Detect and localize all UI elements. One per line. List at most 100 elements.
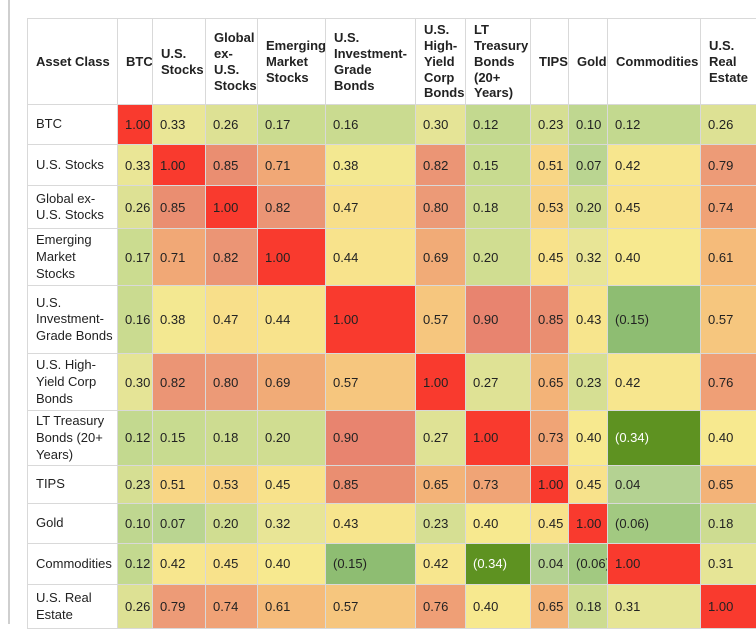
- matrix-cell: 0.23: [531, 105, 569, 145]
- column-header-0: BTC: [118, 19, 153, 105]
- matrix-cell: 0.33: [118, 145, 153, 186]
- matrix-cell: 0.12: [118, 411, 153, 466]
- matrix-cell: 0.33: [153, 105, 206, 145]
- row-label-8: Gold: [28, 504, 118, 544]
- matrix-cell: 0.69: [258, 354, 326, 411]
- matrix-cell: 0.65: [701, 466, 756, 504]
- corner-header-asset-class: Asset Class: [28, 19, 118, 105]
- matrix-cell: 0.20: [258, 411, 326, 466]
- matrix-cell: 0.57: [701, 286, 756, 354]
- matrix-cell: 0.45: [531, 504, 569, 544]
- matrix-cell: 1.00: [118, 105, 153, 145]
- matrix-cell: 0.45: [608, 186, 701, 229]
- row-label-4: U.S. Investment-Grade Bonds: [28, 286, 118, 354]
- matrix-cell: 0.26: [118, 585, 153, 629]
- matrix-cell: 0.85: [531, 286, 569, 354]
- column-header-6: LT Treasury Bonds (20+ Years): [466, 19, 531, 105]
- matrix-cell: 0.18: [701, 504, 756, 544]
- row-label-10: U.S. Real Estate: [28, 585, 118, 629]
- matrix-cell: 0.61: [701, 229, 756, 286]
- matrix-cell: 1.00: [258, 229, 326, 286]
- matrix-cell: 1.00: [416, 354, 466, 411]
- matrix-cell: 0.42: [416, 544, 466, 585]
- matrix-cell: 1.00: [206, 186, 258, 229]
- matrix-cell: 0.82: [416, 145, 466, 186]
- matrix-cell: 1.00: [608, 544, 701, 585]
- matrix-cell: 0.57: [326, 585, 416, 629]
- matrix-cell: (0.06): [608, 504, 701, 544]
- matrix-cell: 0.38: [326, 145, 416, 186]
- column-header-10: U.S. Real Estate: [701, 19, 756, 105]
- matrix-cell: 0.12: [608, 105, 701, 145]
- row-label-5: U.S. High-Yield Corp Bonds: [28, 354, 118, 411]
- matrix-cell: 0.45: [258, 466, 326, 504]
- row-label-3: Emerging Market Stocks: [28, 229, 118, 286]
- matrix-cell: (0.06): [569, 544, 608, 585]
- matrix-cell: 0.26: [206, 105, 258, 145]
- matrix-cell: 0.74: [206, 585, 258, 629]
- matrix-cell: 0.51: [531, 145, 569, 186]
- matrix-cell: 0.26: [118, 186, 153, 229]
- matrix-cell: (0.15): [326, 544, 416, 585]
- matrix-cell: 0.17: [118, 229, 153, 286]
- matrix-cell: 0.45: [531, 229, 569, 286]
- matrix-cell: 1.00: [326, 286, 416, 354]
- matrix-cell: 1.00: [531, 466, 569, 504]
- matrix-cell: 0.82: [153, 354, 206, 411]
- matrix-cell: 0.76: [416, 585, 466, 629]
- matrix-cell: 0.90: [466, 286, 531, 354]
- matrix-cell: 0.47: [206, 286, 258, 354]
- matrix-cell: 0.44: [326, 229, 416, 286]
- matrix-cell: 0.80: [416, 186, 466, 229]
- column-header-7: TIPS: [531, 19, 569, 105]
- matrix-cell: 0.79: [153, 585, 206, 629]
- matrix-cell: 0.53: [531, 186, 569, 229]
- row-label-6: LT Treasury Bonds (20+ Years): [28, 411, 118, 466]
- column-header-5: U.S. High-Yield Corp Bonds: [416, 19, 466, 105]
- matrix-cell: 0.71: [153, 229, 206, 286]
- matrix-cell: (0.34): [466, 544, 531, 585]
- column-header-3: Emerging Market Stocks: [258, 19, 326, 105]
- matrix-cell: 0.43: [326, 504, 416, 544]
- matrix-cell: 0.90: [326, 411, 416, 466]
- matrix-cell: 0.32: [569, 229, 608, 286]
- matrix-cell: 0.74: [701, 186, 756, 229]
- matrix-cell: 0.40: [258, 544, 326, 585]
- matrix-cell: 0.85: [326, 466, 416, 504]
- matrix-cell: 0.45: [206, 544, 258, 585]
- matrix-cell: 0.27: [416, 411, 466, 466]
- matrix-cell: 0.04: [531, 544, 569, 585]
- matrix-cell: 0.15: [466, 145, 531, 186]
- matrix-cell: 0.31: [701, 544, 756, 585]
- row-label-9: Commodities: [28, 544, 118, 585]
- column-header-8: Gold: [569, 19, 608, 105]
- matrix-cell: 1.00: [466, 411, 531, 466]
- matrix-cell: 0.53: [206, 466, 258, 504]
- matrix-cell: 0.18: [569, 585, 608, 629]
- matrix-cell: 0.40: [701, 411, 756, 466]
- matrix-cell: 0.18: [466, 186, 531, 229]
- matrix-cell: 0.20: [466, 229, 531, 286]
- matrix-cell: 0.57: [326, 354, 416, 411]
- row-label-0: BTC: [28, 105, 118, 145]
- matrix-cell: 0.16: [118, 286, 153, 354]
- matrix-cell: 0.42: [153, 544, 206, 585]
- matrix-cell: 0.17: [258, 105, 326, 145]
- matrix-cell: 0.73: [466, 466, 531, 504]
- matrix-cell: 0.69: [416, 229, 466, 286]
- matrix-cell: 0.40: [608, 229, 701, 286]
- matrix-cell: 0.47: [326, 186, 416, 229]
- matrix-cell: 1.00: [701, 585, 756, 629]
- matrix-cell: 0.51: [153, 466, 206, 504]
- matrix-cell: 0.38: [153, 286, 206, 354]
- matrix-cell: 0.80: [206, 354, 258, 411]
- matrix-cell: 0.65: [531, 354, 569, 411]
- matrix-cell: 0.23: [569, 354, 608, 411]
- matrix-cell: 0.42: [608, 145, 701, 186]
